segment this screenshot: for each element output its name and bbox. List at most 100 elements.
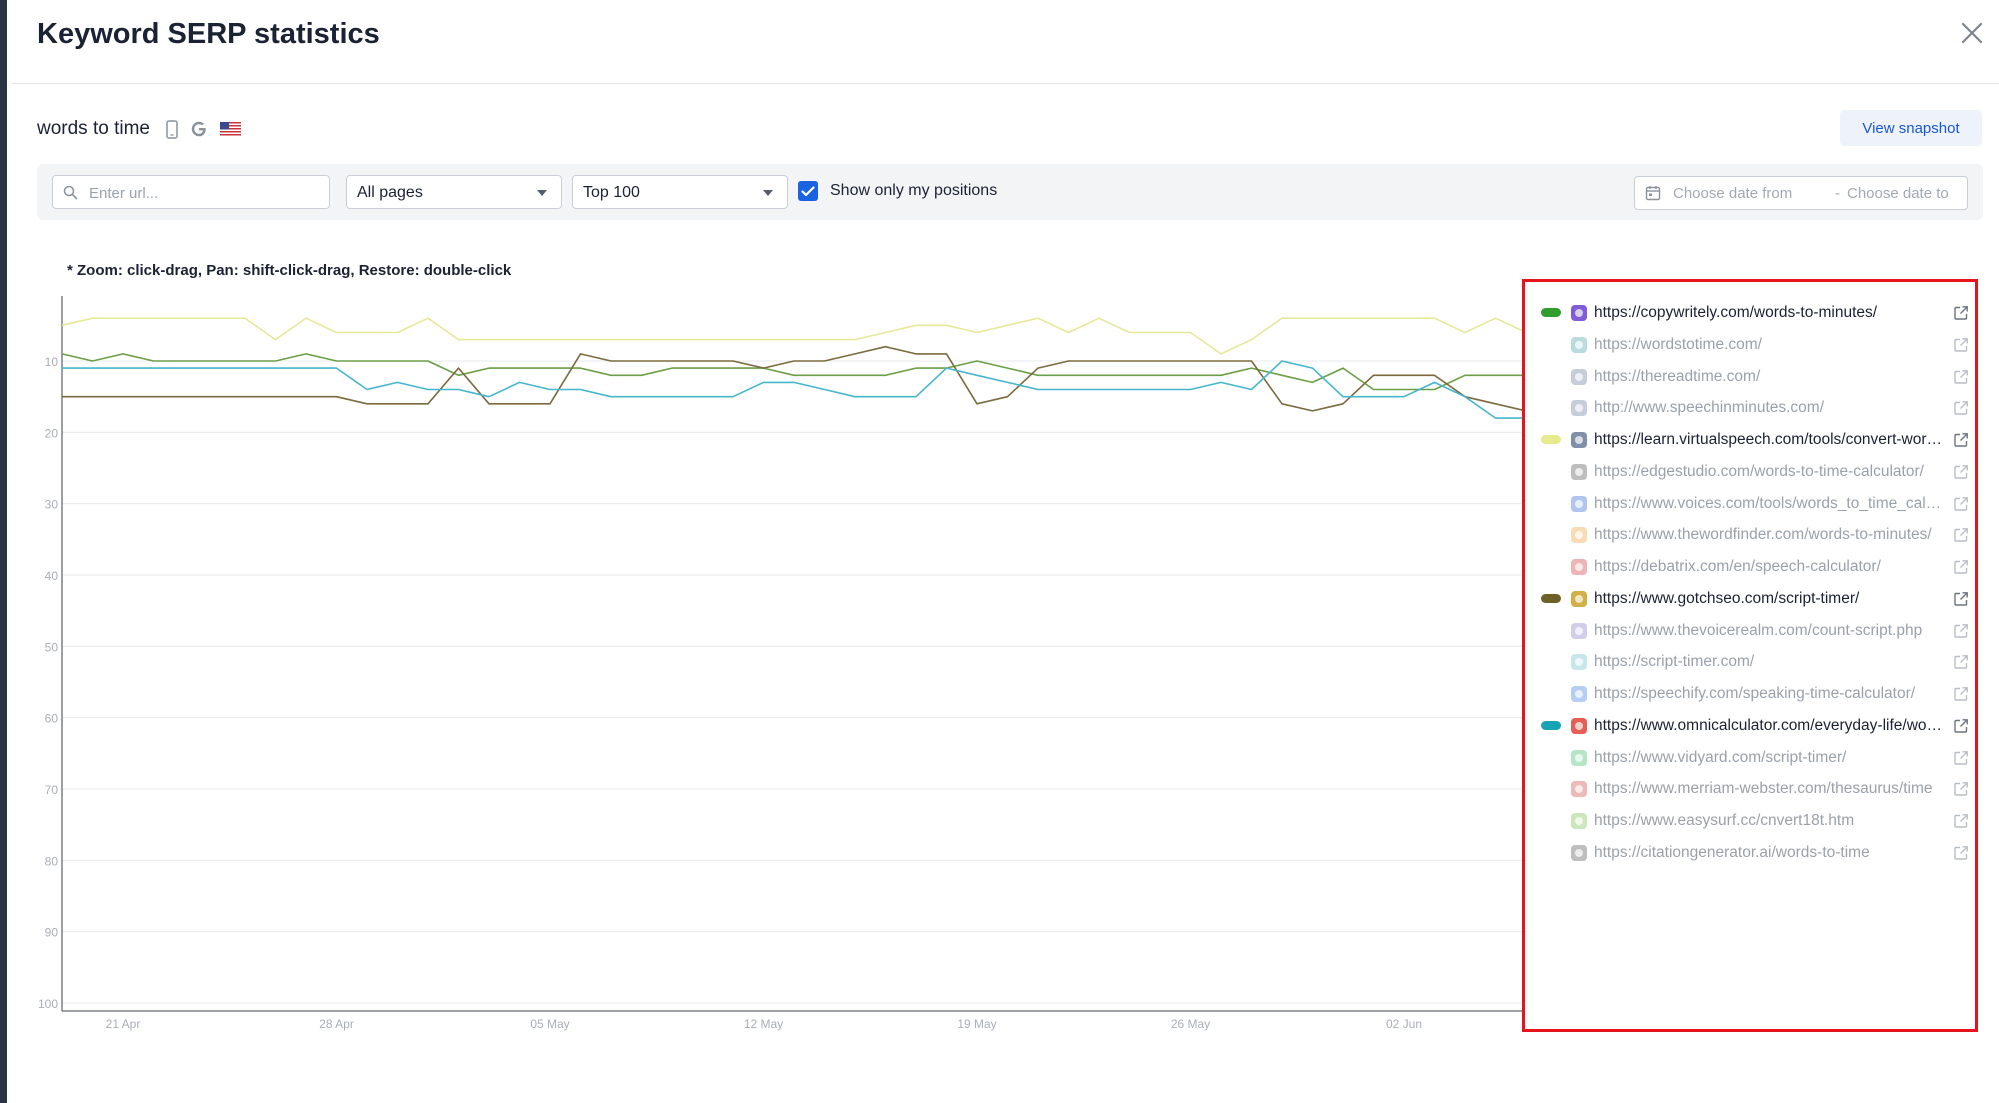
url-search-field[interactable] bbox=[52, 175, 330, 210]
legend-url: https://citationgenerator.ai/words-to-ti… bbox=[1594, 843, 1870, 861]
date-from-placeholder: Choose date from bbox=[1673, 185, 1793, 202]
external-link-icon[interactable] bbox=[1953, 369, 1969, 385]
legend-item[interactable]: https://citationgenerator.ai/words-to-ti… bbox=[1525, 838, 1975, 870]
legend-item[interactable]: https://speechify.com/speaking-time-calc… bbox=[1525, 679, 1975, 711]
globe-icon bbox=[1570, 399, 1588, 417]
external-link-icon[interactable] bbox=[1953, 845, 1969, 861]
wordstotime-favicon-icon bbox=[1570, 336, 1588, 354]
merriam-webster-favicon-icon bbox=[1570, 780, 1588, 798]
top-select-value: Top 100 bbox=[583, 184, 640, 201]
legend-item[interactable]: https://www.thewordfinder.com/words-to-m… bbox=[1525, 520, 1975, 552]
legend-item[interactable]: http://www.speechinminutes.com/ bbox=[1525, 393, 1975, 425]
filter-bar: All pages Top 100 Show only my positions… bbox=[37, 164, 1983, 220]
external-link-icon[interactable] bbox=[1953, 400, 1969, 416]
omnicalculator-favicon-icon bbox=[1570, 717, 1588, 735]
external-link-icon[interactable] bbox=[1953, 496, 1969, 512]
pages-select[interactable]: All pages bbox=[346, 175, 562, 209]
date-separator: - bbox=[1835, 185, 1840, 202]
legend-url: https://edgestudio.com/words-to-time-cal… bbox=[1594, 462, 1924, 480]
view-snapshot-button[interactable]: View snapshot bbox=[1840, 110, 1982, 146]
legend-url: https://script-timer.com/ bbox=[1594, 653, 1755, 671]
header-divider bbox=[12, 83, 1999, 84]
show-only-my-positions-toggle[interactable]: Show only my positions bbox=[798, 181, 997, 201]
external-link-icon[interactable] bbox=[1953, 527, 1969, 543]
legend-item[interactable]: https://www.merriam-webster.com/thesauru… bbox=[1525, 774, 1975, 806]
debatrix-favicon-icon bbox=[1570, 558, 1588, 576]
legend-item[interactable]: https://www.omnicalculator.com/everyday-… bbox=[1525, 711, 1975, 743]
legend-url: https://copywritely.com/words-to-minutes… bbox=[1594, 304, 1878, 321]
external-link-icon[interactable] bbox=[1953, 718, 1969, 734]
external-link-icon[interactable] bbox=[1953, 623, 1969, 639]
voices-favicon-icon bbox=[1570, 495, 1588, 513]
legend-url: https://debatrix.com/en/speech-calculato… bbox=[1594, 558, 1881, 575]
legend-url: https://learn.virtualspeech.com/tools/co… bbox=[1594, 431, 1946, 448]
url-search-input[interactable] bbox=[87, 176, 327, 210]
chevron-down-icon bbox=[537, 190, 547, 196]
legend-url: https://www.merriam-webster.com/thesauru… bbox=[1594, 780, 1933, 798]
close-icon bbox=[1961, 22, 1983, 44]
legend-item[interactable]: https://www.easysurf.cc/cnvert18t.htm bbox=[1525, 806, 1975, 838]
modal-title: Keyword SERP statistics bbox=[37, 18, 380, 50]
legend-item[interactable]: https://www.thevoicerealm.com/count-scri… bbox=[1525, 616, 1975, 648]
legend-color-swatch bbox=[1541, 720, 1561, 730]
date-range-picker[interactable]: Choose date from - Choose date to bbox=[1634, 176, 1968, 210]
globe-icon bbox=[1570, 431, 1588, 449]
legend-url: https://www.voices.com/tools/words_to_ti… bbox=[1594, 494, 1946, 512]
external-link-icon[interactable] bbox=[1953, 813, 1969, 829]
vidyard-favicon-icon bbox=[1570, 749, 1588, 767]
mobile-phone-icon bbox=[166, 119, 178, 139]
globe-icon bbox=[1570, 368, 1588, 386]
external-link-icon[interactable] bbox=[1953, 464, 1969, 480]
show-only-my-positions-checkbox[interactable] bbox=[798, 181, 818, 201]
external-link-icon[interactable] bbox=[1953, 432, 1969, 448]
gotchseo-favicon-icon bbox=[1570, 590, 1588, 608]
checkmark-icon bbox=[801, 185, 815, 196]
legend-url: https://speechify.com/speaking-time-calc… bbox=[1594, 685, 1916, 702]
legend-color-swatch bbox=[1541, 308, 1561, 317]
legend-url: https://www.vidyard.com/script-timer/ bbox=[1594, 748, 1847, 766]
citationgenerator-favicon-icon bbox=[1570, 844, 1588, 862]
legend-item[interactable]: https://www.gotchseo.com/script-timer/ bbox=[1525, 584, 1975, 616]
legend-item[interactable]: https://edgestudio.com/words-to-time-cal… bbox=[1525, 457, 1975, 489]
legend-url: https://www.gotchseo.com/script-timer/ bbox=[1594, 589, 1860, 607]
external-link-icon[interactable] bbox=[1953, 305, 1969, 321]
legend-item[interactable]: https://copywritely.com/words-to-minutes… bbox=[1525, 298, 1975, 330]
close-button[interactable] bbox=[1957, 18, 1987, 48]
speechify-favicon-icon bbox=[1570, 685, 1588, 703]
legend-url: https://www.thevoicerealm.com/count-scri… bbox=[1594, 621, 1923, 639]
show-only-my-positions-label: Show only my positions bbox=[830, 182, 998, 199]
script-timer-favicon-icon bbox=[1570, 653, 1588, 671]
search-icon bbox=[63, 185, 78, 205]
edgestudio-favicon-icon bbox=[1570, 463, 1588, 481]
legend-url: https://www.thewordfinder.com/words-to-m… bbox=[1594, 526, 1932, 544]
legend-item[interactable]: https://wordstotime.com/ bbox=[1525, 330, 1975, 362]
external-link-icon[interactable] bbox=[1953, 686, 1969, 702]
external-link-icon[interactable] bbox=[1953, 781, 1969, 797]
keyword-text: words to time bbox=[37, 118, 150, 139]
legend-color-swatch bbox=[1541, 435, 1561, 444]
top-select[interactable]: Top 100 bbox=[572, 175, 788, 209]
external-link-icon[interactable] bbox=[1953, 654, 1969, 670]
legend-item[interactable]: https://www.voices.com/tools/words_to_ti… bbox=[1525, 489, 1975, 521]
pages-select-value: All pages bbox=[357, 184, 423, 201]
calendar-icon bbox=[1645, 185, 1661, 205]
legend-color-swatch bbox=[1541, 593, 1561, 603]
google-icon bbox=[190, 120, 208, 138]
chart-zoom-hint: * Zoom: click-drag, Pan: shift-click-dra… bbox=[67, 262, 512, 279]
legend-item[interactable]: https://learn.virtualspeech.com/tools/co… bbox=[1525, 425, 1975, 457]
easysurf-favicon-icon bbox=[1570, 812, 1588, 830]
legend-item[interactable]: https://debatrix.com/en/speech-calculato… bbox=[1525, 552, 1975, 584]
external-link-icon[interactable] bbox=[1953, 559, 1969, 575]
copywritely-favicon-icon bbox=[1570, 304, 1588, 322]
keyword-row: words to time bbox=[37, 114, 253, 144]
background-edge bbox=[0, 0, 7, 1103]
external-link-icon[interactable] bbox=[1953, 591, 1969, 607]
legend-item[interactable]: https://script-timer.com/ bbox=[1525, 647, 1975, 679]
legend-url: https://www.easysurf.cc/cnvert18t.htm bbox=[1594, 812, 1855, 829]
legend-item[interactable]: https://thereadtime.com/ bbox=[1525, 362, 1975, 394]
legend-url: https://wordstotime.com/ bbox=[1594, 335, 1762, 353]
external-link-icon[interactable] bbox=[1953, 337, 1969, 353]
date-to-placeholder: Choose date to bbox=[1847, 185, 1949, 202]
legend-item[interactable]: https://www.vidyard.com/script-timer/ bbox=[1525, 743, 1975, 775]
external-link-icon[interactable] bbox=[1953, 750, 1969, 766]
